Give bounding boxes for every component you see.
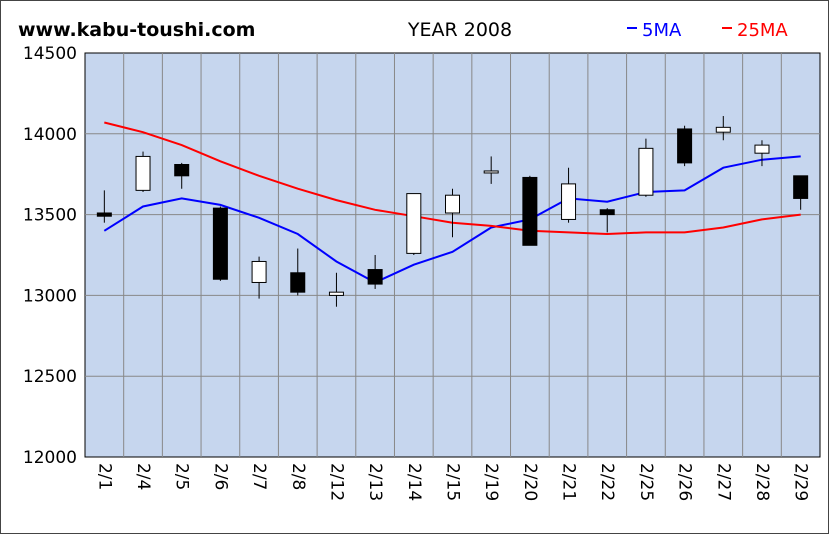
candle-body	[135, 155, 151, 191]
x-tick-label: 2/1	[94, 463, 114, 490]
candle-body	[483, 170, 499, 174]
x-tick-label: 2/6	[210, 463, 230, 490]
x-tick-label: 2/27	[713, 463, 733, 501]
x-axis: 2/1 2/4 2/5 2/6 2/7 2/8 2/12 2/13 2/14 2/15 2/19 2/…	[94, 463, 810, 501]
candle-body	[754, 144, 770, 154]
x-tick-label: 2/28	[752, 463, 772, 501]
candle	[677, 125, 693, 167]
x-tick-label: 2/8	[288, 463, 308, 490]
candle	[522, 175, 538, 246]
candle	[212, 206, 228, 281]
candles	[96, 116, 809, 307]
x-tick-label: 2/7	[249, 463, 269, 490]
candle-body	[793, 175, 809, 199]
y-tick-label: 13500	[23, 206, 77, 226]
candle-body	[445, 194, 460, 214]
candle-body	[328, 291, 344, 296]
candle	[328, 272, 344, 307]
legend-25ma-label: 25MA	[737, 20, 788, 41]
x-tick-label: 2/29	[791, 463, 811, 501]
candle	[96, 190, 112, 223]
x-tick-label: 2/14	[404, 463, 424, 501]
legend: 5MA 25MA	[627, 20, 788, 41]
candle-body	[212, 207, 228, 280]
candle-body	[96, 212, 112, 217]
candle-body	[290, 272, 306, 293]
candle	[715, 116, 731, 141]
candle	[135, 151, 151, 192]
y-tick-label: 14500	[23, 44, 77, 64]
candle-body	[174, 164, 190, 177]
x-tick-label: 2/22	[597, 463, 617, 501]
candle-body	[406, 193, 422, 254]
candle-body	[677, 128, 693, 164]
x-tick-label: 2/26	[675, 463, 695, 501]
candle	[445, 188, 460, 238]
candle	[406, 193, 422, 255]
candle	[174, 162, 190, 189]
legend-5ma-label: 5MA	[642, 20, 682, 41]
candle	[290, 248, 306, 296]
y-tick-label: 12500	[23, 367, 77, 387]
candle-body	[638, 147, 654, 196]
candle	[251, 256, 267, 299]
x-tick-label: 2/5	[172, 463, 192, 490]
candle-body	[522, 176, 538, 246]
candle-body	[561, 183, 577, 220]
x-tick-label: 2/21	[559, 463, 579, 501]
y-tick-label: 12000	[23, 448, 77, 468]
candle	[561, 167, 577, 223]
plot-area	[84, 52, 821, 458]
candle	[793, 175, 809, 210]
site-label: www.kabu-toushi.com	[18, 19, 255, 41]
x-tick-label: 2/20	[520, 463, 540, 501]
candle-body	[715, 126, 731, 133]
candle	[483, 156, 499, 184]
chart-title: YEAR 2008	[407, 19, 512, 41]
candle	[638, 138, 654, 197]
x-tick-label: 2/19	[481, 463, 501, 501]
y-tick-label: 13000	[23, 286, 77, 306]
gridlines	[85, 53, 820, 457]
x-tick-label: 2/12	[326, 463, 346, 501]
candle	[754, 140, 770, 167]
candle	[367, 255, 383, 289]
candle-body	[367, 269, 383, 285]
x-tick-label: 2/4	[133, 463, 153, 490]
candle-body	[599, 209, 615, 216]
y-axis: 12000 12500 13000 13500 14000 14500	[23, 44, 77, 468]
ma-line-5ma	[103, 155, 801, 284]
y-tick-label: 14000	[23, 125, 77, 145]
x-tick-label: 2/25	[636, 463, 656, 501]
candle-body	[251, 260, 267, 283]
x-tick-label: 2/15	[443, 463, 463, 501]
candle	[599, 208, 615, 233]
x-tick-label: 2/13	[365, 463, 385, 501]
